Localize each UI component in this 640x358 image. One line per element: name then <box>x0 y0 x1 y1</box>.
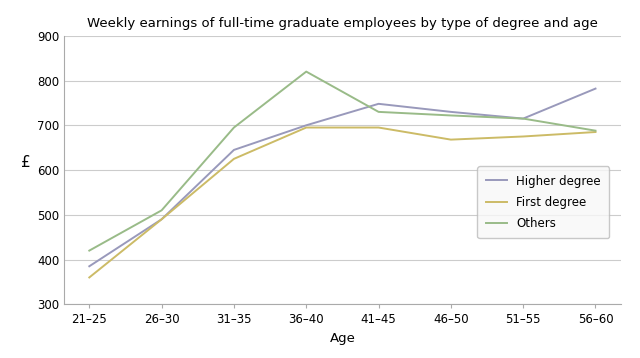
Higher degree <box>447 110 454 114</box>
Line: First degree: First degree <box>90 127 595 277</box>
Higher degree <box>303 123 310 127</box>
Line: Higher degree: Higher degree <box>90 89 595 266</box>
Higher degree <box>519 116 527 121</box>
First degree <box>519 134 527 139</box>
Others <box>374 110 382 114</box>
Others <box>519 116 527 121</box>
Higher degree <box>158 217 166 221</box>
Higher degree <box>591 87 599 91</box>
Higher degree <box>86 264 93 268</box>
Higher degree <box>374 102 382 106</box>
Others <box>158 208 166 212</box>
First degree <box>447 137 454 142</box>
Higher degree <box>230 148 238 152</box>
Title: Weekly earnings of full-time graduate employees by type of degree and age: Weekly earnings of full-time graduate em… <box>87 18 598 30</box>
Line: Others: Others <box>90 72 595 251</box>
First degree <box>158 217 166 221</box>
Others <box>447 113 454 117</box>
Legend: Higher degree, First degree, Others: Higher degree, First degree, Others <box>477 166 609 238</box>
Others <box>86 248 93 253</box>
First degree <box>374 125 382 130</box>
Others <box>591 129 599 133</box>
X-axis label: Age: Age <box>330 332 355 345</box>
Y-axis label: £: £ <box>21 155 31 170</box>
First degree <box>86 275 93 280</box>
Others <box>230 125 238 130</box>
First degree <box>591 130 599 134</box>
First degree <box>230 157 238 161</box>
First degree <box>303 125 310 130</box>
Others <box>303 69 310 74</box>
